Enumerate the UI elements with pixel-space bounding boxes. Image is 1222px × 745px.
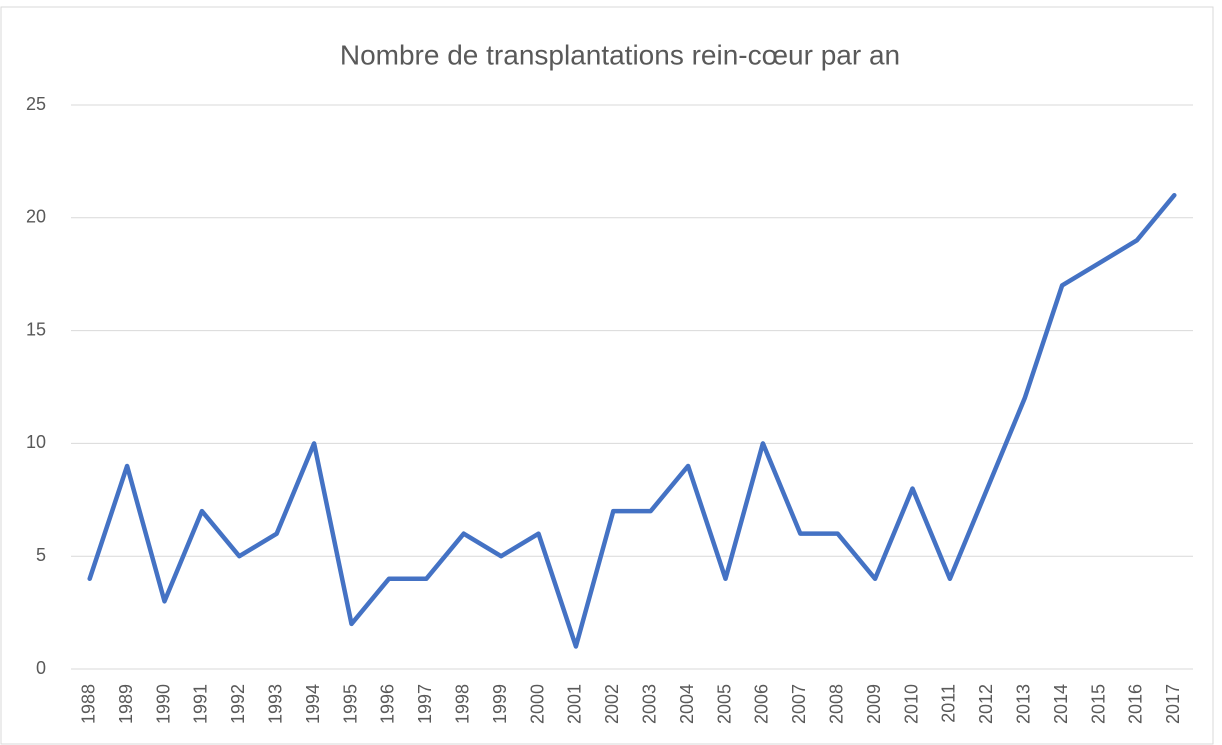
x-tick-label: 2001 <box>565 684 585 724</box>
x-tick-label: 2009 <box>864 684 884 724</box>
x-tick-label: 1995 <box>340 684 360 724</box>
x-tick-label: 1992 <box>228 684 248 724</box>
y-tick-label: 20 <box>26 207 46 227</box>
x-tick-label: 2012 <box>976 684 996 724</box>
x-tick-label: 2013 <box>1013 684 1033 724</box>
y-tick-label: 5 <box>36 545 46 565</box>
x-tick-label: 1993 <box>265 684 285 724</box>
x-tick-label: 2005 <box>714 684 734 724</box>
x-tick-label: 1991 <box>191 684 211 724</box>
data-line <box>87 192 1177 649</box>
chart-title: Nombre de transplantations rein-cœur par… <box>340 39 900 70</box>
x-tick-label: 1998 <box>452 684 472 724</box>
x-tick-label: 2011 <box>939 684 959 723</box>
x-tick-label: 2008 <box>826 684 846 724</box>
y-tick-label: 10 <box>26 432 46 452</box>
x-tick-label: 1997 <box>415 684 435 724</box>
x-tick-label: 1988 <box>78 684 98 724</box>
x-tick-label: 2006 <box>752 684 772 724</box>
x-tick-label: 2002 <box>602 684 622 724</box>
x-tick-label: 2014 <box>1051 684 1071 724</box>
x-tick-label: 1996 <box>378 684 398 724</box>
x-tick-label: 2010 <box>901 684 921 724</box>
y-tick-label: 15 <box>26 319 46 339</box>
x-tick-label: 2000 <box>527 684 547 724</box>
x-tick-label: 2015 <box>1088 684 1108 724</box>
x-tick-label: 2003 <box>639 684 659 724</box>
x-tick-label: 2004 <box>677 684 697 724</box>
y-tick-label: 25 <box>26 94 46 114</box>
x-tick-label: 1994 <box>303 684 323 724</box>
chart-border <box>0 6 1214 745</box>
plot-area: 0 5 10 15 20 25 1988 1989 1990 1991 1992 1993 1994 19… <box>26 94 1193 724</box>
x-tick-label: 1989 <box>116 684 136 724</box>
x-tick-label: 1999 <box>490 684 510 724</box>
y-tick-label: 0 <box>36 658 46 678</box>
x-tick-label: 2016 <box>1126 684 1146 724</box>
x-tick-label: 2017 <box>1163 684 1183 724</box>
x-tick-label: 2007 <box>789 684 809 724</box>
x-tick-label: 1990 <box>153 684 173 724</box>
